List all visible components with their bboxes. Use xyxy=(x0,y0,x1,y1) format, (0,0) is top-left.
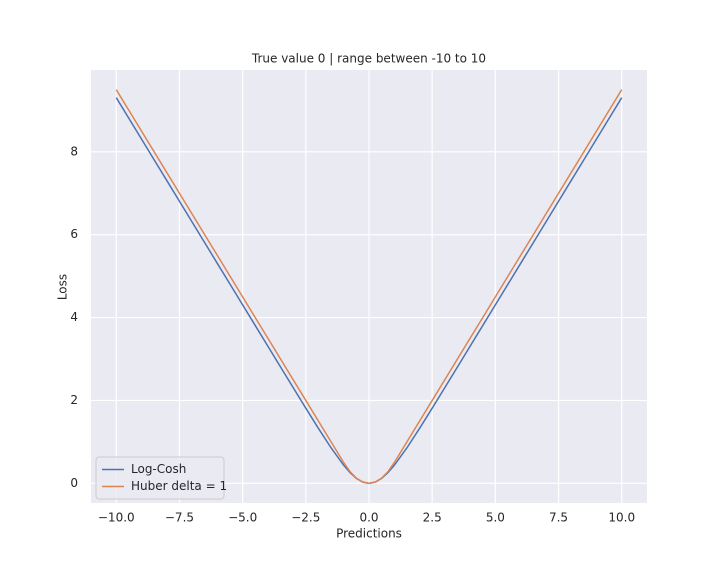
x-tick-label: 10.0 xyxy=(608,511,635,525)
y-tick-label: 6 xyxy=(70,227,78,241)
legend-label: Log-Cosh xyxy=(131,462,186,476)
x-tick-label: 7.5 xyxy=(549,511,568,525)
x-axis-label: Predictions xyxy=(336,527,402,541)
legend-box xyxy=(95,456,225,500)
x-tick-label: −7.5 xyxy=(165,511,194,525)
chart-title: True value 0 | range between -10 to 10 xyxy=(251,52,486,66)
x-tick-label: −5.0 xyxy=(228,511,257,525)
x-tick-label: 0.0 xyxy=(359,511,378,525)
y-tick-label: 4 xyxy=(70,310,78,324)
y-tick-label: 8 xyxy=(70,144,78,158)
x-tick-label: 5.0 xyxy=(486,511,505,525)
line-series xyxy=(115,89,623,485)
x-tick-label: −2.5 xyxy=(291,511,320,525)
y-axis-label: Loss xyxy=(56,274,70,300)
legend-label: Huber delta = 1 xyxy=(131,479,227,493)
y-tick-label: 0 xyxy=(70,476,78,490)
y-tick-label: 2 xyxy=(70,393,78,407)
x-tick-label: −10.0 xyxy=(98,511,135,525)
x-tick-label: 2.5 xyxy=(423,511,442,525)
